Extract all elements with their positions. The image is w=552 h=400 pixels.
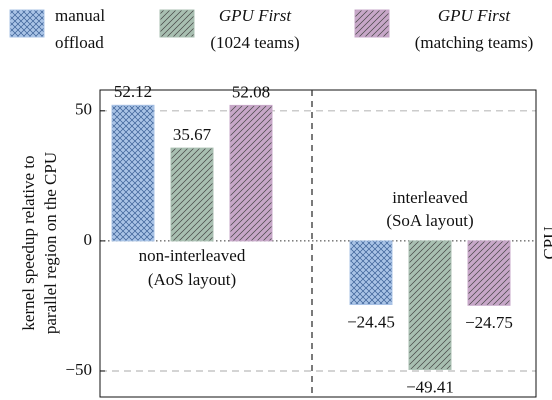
y-tick-label: 0 (84, 230, 93, 249)
value-label: −24.75 (465, 313, 513, 332)
legend-swatch-hatch (159, 9, 195, 38)
value-label: 35.67 (173, 125, 212, 144)
category-label: non-interleaved (139, 246, 246, 265)
legend-label: offload (55, 33, 104, 52)
legend-swatch-hatch (9, 9, 45, 38)
value-label: −49.41 (406, 377, 454, 396)
category-label: interleaved (392, 188, 468, 207)
bar-hatch (467, 240, 511, 306)
value-label: −24.45 (347, 312, 395, 331)
y-tick-label: −50 (65, 360, 92, 379)
bar-hatch (349, 240, 393, 306)
bar-hatch (111, 104, 155, 242)
value-label: 52.08 (232, 82, 270, 101)
y-axis-label-line: parallel region on the CPU (41, 152, 60, 334)
bar-hatch (408, 240, 452, 370)
legend-swatch-hatch (354, 9, 390, 38)
legend-label: GPU First (438, 6, 512, 25)
category-label: (AoS layout) (148, 270, 236, 289)
y-axis-label-line: kernel speedup relative to (19, 155, 38, 330)
legend-label: manual (55, 6, 105, 25)
bar-hatch (170, 147, 214, 242)
value-label: 52.12 (114, 82, 152, 101)
y-axis-label: kernel speedup relative to parallel regio… (19, 152, 60, 334)
legend-label: (1024 teams) (210, 33, 299, 52)
y2-axis-label: CPU (540, 226, 552, 259)
y-tick-label: 50 (75, 100, 92, 119)
plot-frame (99, 89, 537, 398)
bar-hatch (229, 104, 273, 242)
legend-label: GPU First (219, 6, 293, 25)
category-label: (SoA layout) (386, 211, 473, 230)
legend-label: (matching teams) (415, 33, 534, 52)
